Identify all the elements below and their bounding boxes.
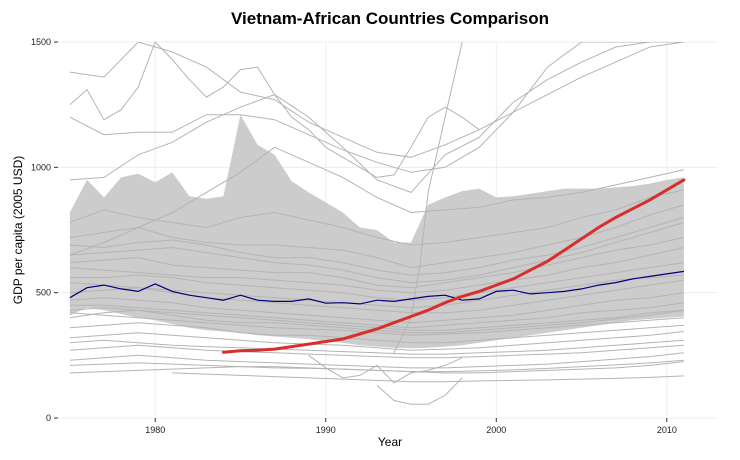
country-line-26 — [172, 372, 684, 383]
country-line-29 — [393, 42, 463, 354]
vietnam-line — [221, 178, 686, 354]
country-line-27 — [308, 354, 463, 384]
country-line-28 — [376, 377, 463, 405]
y-tick-label-1: 500 — [36, 288, 51, 298]
band-layer — [69, 114, 684, 349]
x-tick-label-1: 1990 — [316, 425, 336, 435]
country-line-19 — [69, 322, 684, 344]
country-line-15 — [69, 302, 684, 329]
x-axis-title: Year — [378, 435, 402, 449]
country-line-25 — [69, 361, 684, 374]
country-line-13 — [69, 279, 684, 314]
axis-layer: 0 500 1000 1500 1980 1990 2000 2010 — [31, 37, 677, 435]
x-tick-label-2: 2000 — [486, 425, 506, 435]
country-line-20 — [69, 331, 684, 351]
country-line-8 — [69, 222, 685, 284]
y-tick-label-0: 0 — [46, 413, 51, 423]
country-line-2 — [69, 42, 684, 173]
median-line — [69, 270, 684, 305]
country-line-14 — [69, 292, 684, 324]
country-line-0 — [69, 42, 684, 158]
country-line-3 — [69, 42, 684, 193]
country-lines — [69, 42, 685, 405]
country-line-10 — [69, 247, 685, 294]
y-tick-label-2: 1000 — [31, 162, 51, 172]
range-band — [69, 114, 684, 349]
country-line-22 — [69, 344, 684, 359]
country-line-4 — [69, 146, 685, 256]
x-tick-label-3: 2010 — [657, 425, 677, 435]
vietnam-layer — [221, 178, 686, 354]
country-line-5 — [69, 189, 685, 246]
country-line-11 — [69, 262, 684, 301]
country-line-17 — [69, 312, 684, 336]
median-layer — [69, 270, 684, 305]
country-line-23 — [69, 352, 684, 369]
y-axis-title: GDP per capita (2005 USD) — [11, 156, 25, 305]
country-line-21 — [69, 339, 684, 355]
y-tick-label-3: 1500 — [31, 37, 51, 47]
country-line-7 — [69, 217, 685, 276]
country-line-9 — [69, 237, 685, 289]
chart-title: Vietnam-African Countries Comparison — [231, 9, 549, 28]
country-line-12 — [69, 274, 684, 309]
x-tick-label-0: 1980 — [145, 425, 165, 435]
